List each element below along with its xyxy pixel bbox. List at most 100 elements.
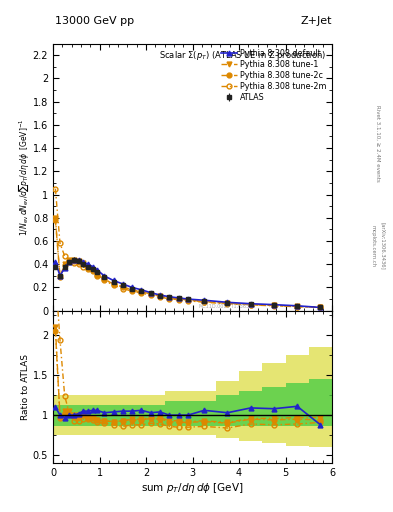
Pythia 8.308 tune-1 <box>72 257 76 263</box>
Pythia 8.308 default <box>167 294 172 300</box>
Pythia 8.308 tune-2m <box>139 290 144 296</box>
Pythia 8.308 tune-2c <box>295 304 299 310</box>
Pythia 8.308 default <box>58 273 62 279</box>
Pythia 8.308 tune-1 <box>149 291 153 297</box>
Pythia 8.308 tune-1 <box>158 293 162 299</box>
Y-axis label: $1/N_{\rm ev}\,dN_{\rm ev}/d\!\sum\!p_T/d\eta\,d\phi\;\;[{\rm GeV}]^{-1}$: $1/N_{\rm ev}\,dN_{\rm ev}/d\!\sum\!p_T/… <box>17 118 31 236</box>
Pythia 8.308 tune-2c <box>67 258 72 264</box>
Pythia 8.308 tune-1 <box>76 258 81 264</box>
Text: MC11D.0019_I1736531: MC11D.0019_I1736531 <box>198 304 255 309</box>
Pythia 8.308 tune-2m <box>72 260 76 266</box>
Pythia 8.308 tune-2c <box>139 289 144 295</box>
Pythia 8.308 default <box>72 257 76 263</box>
Pythia 8.308 tune-2m <box>318 304 323 310</box>
Pythia 8.308 tune-2c <box>248 302 253 308</box>
Pythia 8.308 tune-2m <box>185 298 190 304</box>
Pythia 8.308 tune-1 <box>58 274 62 280</box>
Pythia 8.308 default <box>248 301 253 307</box>
Pythia 8.308 tune-2m <box>295 304 299 310</box>
Pythia 8.308 tune-2m <box>120 286 125 292</box>
Pythia 8.308 default <box>149 290 153 296</box>
Pythia 8.308 tune-2c <box>120 284 125 290</box>
X-axis label: sum $p_T/d\eta\,d\phi$ [GeV]: sum $p_T/d\eta\,d\phi$ [GeV] <box>141 481 244 495</box>
Pythia 8.308 default <box>90 264 95 270</box>
Pythia 8.308 tune-2m <box>102 278 107 284</box>
Pythia 8.308 tune-2c <box>76 259 81 265</box>
Pythia 8.308 tune-1 <box>130 287 134 293</box>
Pythia 8.308 tune-1 <box>120 284 125 290</box>
Text: Rivet 3.1.10, ≥ 2.4M events: Rivet 3.1.10, ≥ 2.4M events <box>375 105 380 182</box>
Pythia 8.308 tune-1 <box>67 257 72 263</box>
Pythia 8.308 tune-2c <box>149 291 153 297</box>
Pythia 8.308 tune-2m <box>111 282 116 288</box>
Pythia 8.308 tune-2m <box>86 266 90 272</box>
Pythia 8.308 tune-1 <box>81 260 86 266</box>
Pythia 8.308 tune-2c <box>130 287 134 293</box>
Pythia 8.308 tune-1 <box>295 303 299 309</box>
Line: Pythia 8.308 tune-2c: Pythia 8.308 tune-2c <box>53 218 323 310</box>
Pythia 8.308 tune-1 <box>102 276 107 283</box>
Pythia 8.308 default <box>176 295 181 301</box>
Pythia 8.308 tune-2m <box>62 253 67 259</box>
Pythia 8.308 default <box>295 303 299 309</box>
Pythia 8.308 tune-2c <box>158 293 162 300</box>
Pythia 8.308 tune-1 <box>202 298 207 305</box>
Pythia 8.308 tune-2c <box>86 265 90 271</box>
Text: Scalar $\Sigma(p_T)$ (ATLAS UE in Z production): Scalar $\Sigma(p_T)$ (ATLAS UE in Z prod… <box>159 49 326 62</box>
Pythia 8.308 tune-2c <box>72 258 76 264</box>
Pythia 8.308 tune-1 <box>185 297 190 303</box>
Pythia 8.308 tune-1 <box>176 296 181 302</box>
Pythia 8.308 tune-2m <box>95 273 99 279</box>
Pythia 8.308 tune-1 <box>139 289 144 295</box>
Pythia 8.308 tune-1 <box>95 271 99 278</box>
Text: [arXiv:1306.3436]: [arXiv:1306.3436] <box>381 222 386 270</box>
Pythia 8.308 default <box>185 296 190 302</box>
Line: Pythia 8.308 default: Pythia 8.308 default <box>53 257 323 310</box>
Pythia 8.308 default <box>86 261 90 267</box>
Pythia 8.308 tune-2c <box>167 295 172 301</box>
Pythia 8.308 default <box>62 265 67 271</box>
Text: Z+Jet: Z+Jet <box>301 15 332 26</box>
Y-axis label: Ratio to ATLAS: Ratio to ATLAS <box>21 354 30 420</box>
Line: Pythia 8.308 tune-2m: Pythia 8.308 tune-2m <box>53 186 323 310</box>
Pythia 8.308 tune-2c <box>58 274 62 280</box>
Pythia 8.308 tune-2m <box>58 240 62 246</box>
Pythia 8.308 tune-1 <box>225 300 230 306</box>
Pythia 8.308 default <box>272 302 276 308</box>
Pythia 8.308 default <box>202 297 207 303</box>
Pythia 8.308 tune-2m <box>149 292 153 298</box>
Pythia 8.308 default <box>120 281 125 287</box>
Pythia 8.308 tune-2c <box>102 276 107 283</box>
Pythia 8.308 default <box>76 257 81 263</box>
Pythia 8.308 default <box>225 299 230 305</box>
Pythia 8.308 tune-2m <box>81 264 86 270</box>
Pythia 8.308 tune-2m <box>130 288 134 294</box>
Pythia 8.308 tune-2c <box>111 281 116 287</box>
Pythia 8.308 tune-1 <box>53 215 58 221</box>
Pythia 8.308 tune-2m <box>176 296 181 303</box>
Pythia 8.308 default <box>158 292 162 298</box>
Pythia 8.308 tune-2c <box>176 296 181 302</box>
Pythia 8.308 tune-2c <box>53 217 58 223</box>
Pythia 8.308 tune-1 <box>248 302 253 308</box>
Pythia 8.308 default <box>67 259 72 265</box>
Pythia 8.308 default <box>111 278 116 284</box>
Pythia 8.308 tune-1 <box>86 265 90 271</box>
Pythia 8.308 tune-2c <box>81 261 86 267</box>
Pythia 8.308 default <box>130 284 134 290</box>
Pythia 8.308 default <box>53 259 58 265</box>
Pythia 8.308 default <box>81 259 86 265</box>
Pythia 8.308 tune-2m <box>167 295 172 302</box>
Pythia 8.308 tune-1 <box>62 261 67 267</box>
Pythia 8.308 tune-2m <box>202 299 207 305</box>
Legend: Pythia 8.308 default, Pythia 8.308 tune-1, Pythia 8.308 tune-2c, Pythia 8.308 tu: Pythia 8.308 default, Pythia 8.308 tune-… <box>219 48 328 104</box>
Pythia 8.308 default <box>139 287 144 293</box>
Pythia 8.308 tune-1 <box>318 304 323 310</box>
Line: Pythia 8.308 tune-1: Pythia 8.308 tune-1 <box>53 216 323 310</box>
Pythia 8.308 tune-2c <box>185 297 190 303</box>
Pythia 8.308 tune-2m <box>90 268 95 274</box>
Pythia 8.308 tune-2m <box>67 258 72 264</box>
Text: 13000 GeV pp: 13000 GeV pp <box>55 15 134 26</box>
Pythia 8.308 tune-2c <box>90 267 95 273</box>
Pythia 8.308 tune-2c <box>318 304 323 310</box>
